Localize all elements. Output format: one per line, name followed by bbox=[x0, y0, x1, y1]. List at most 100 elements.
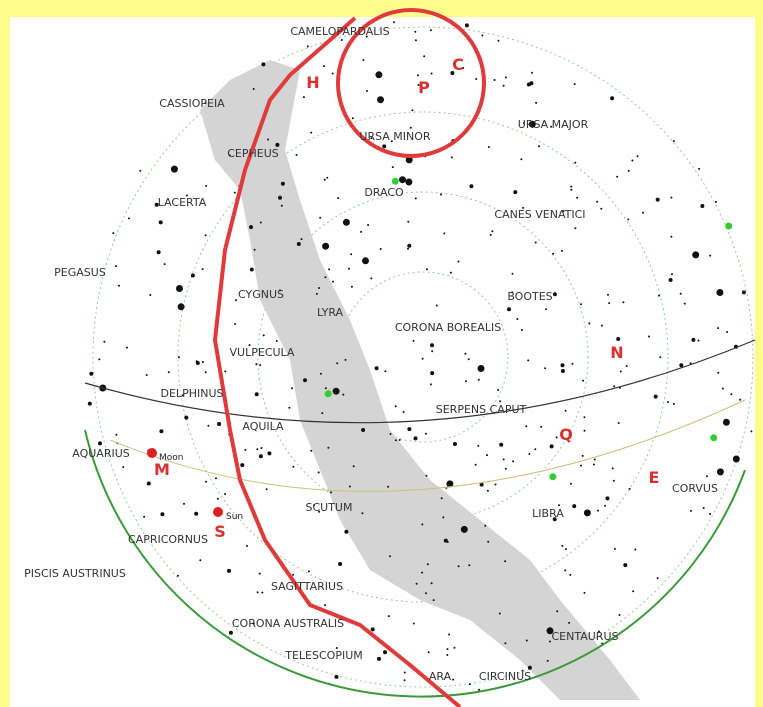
star bbox=[393, 21, 395, 23]
star bbox=[498, 40, 500, 42]
star bbox=[465, 23, 469, 27]
star bbox=[593, 464, 595, 466]
star bbox=[259, 573, 261, 575]
constellation-label: SAGITTARIUS bbox=[271, 580, 343, 593]
star bbox=[531, 72, 533, 74]
star bbox=[395, 405, 397, 407]
star bbox=[505, 468, 507, 470]
star bbox=[750, 430, 752, 432]
star bbox=[199, 559, 201, 561]
star bbox=[475, 464, 477, 466]
constellation-label: CORONA BOREALIS bbox=[395, 321, 501, 334]
star bbox=[440, 194, 442, 196]
star bbox=[499, 443, 503, 447]
star bbox=[535, 102, 537, 104]
star bbox=[367, 224, 369, 226]
star bbox=[570, 483, 572, 485]
star bbox=[139, 170, 141, 172]
star bbox=[318, 287, 320, 289]
star bbox=[717, 327, 719, 329]
star bbox=[168, 371, 170, 373]
star bbox=[606, 496, 610, 500]
star bbox=[584, 430, 586, 432]
body-label: Moon bbox=[159, 453, 183, 463]
star bbox=[588, 322, 590, 324]
star bbox=[667, 401, 669, 403]
star bbox=[370, 277, 372, 279]
star bbox=[596, 201, 598, 203]
star bbox=[550, 444, 554, 448]
constellation-label: AQUARIUS bbox=[72, 447, 130, 460]
star bbox=[614, 548, 616, 550]
star bbox=[448, 634, 450, 636]
star bbox=[553, 292, 557, 296]
star bbox=[118, 285, 120, 287]
star bbox=[326, 177, 328, 179]
star bbox=[627, 219, 629, 221]
star bbox=[350, 253, 352, 255]
star bbox=[296, 154, 298, 156]
star bbox=[690, 510, 692, 512]
star bbox=[637, 155, 639, 157]
star bbox=[576, 197, 578, 199]
star bbox=[634, 549, 636, 551]
star bbox=[487, 490, 489, 492]
star bbox=[147, 482, 151, 486]
constellation-label: AQUILA bbox=[242, 420, 284, 433]
star bbox=[371, 627, 375, 631]
star bbox=[680, 293, 682, 295]
star bbox=[556, 610, 558, 612]
star bbox=[259, 454, 263, 458]
star bbox=[538, 145, 540, 147]
constellation-label: SCUTUM bbox=[306, 501, 353, 514]
star bbox=[443, 232, 445, 234]
star bbox=[512, 273, 514, 275]
star bbox=[157, 250, 161, 254]
star bbox=[292, 466, 294, 468]
star bbox=[325, 390, 332, 397]
star bbox=[263, 334, 265, 336]
star bbox=[392, 166, 394, 168]
star bbox=[684, 303, 686, 305]
constellation-label: LIBRA bbox=[532, 507, 564, 520]
star bbox=[171, 166, 178, 173]
star bbox=[451, 156, 453, 158]
star bbox=[281, 205, 283, 207]
star bbox=[465, 380, 467, 382]
star bbox=[324, 604, 326, 606]
star bbox=[259, 364, 261, 366]
star bbox=[583, 416, 585, 418]
star bbox=[726, 331, 728, 333]
star bbox=[613, 385, 615, 387]
star bbox=[431, 73, 433, 75]
star bbox=[146, 374, 148, 376]
star bbox=[427, 563, 429, 565]
star bbox=[468, 564, 470, 566]
star bbox=[623, 563, 627, 567]
star bbox=[205, 481, 207, 483]
star-map: CAMELOPARDALISCASSIOPEIAURSA MINORURSA M… bbox=[0, 0, 763, 707]
star bbox=[700, 204, 704, 208]
star bbox=[574, 83, 576, 85]
star bbox=[301, 238, 303, 240]
star bbox=[461, 526, 468, 533]
star bbox=[520, 158, 522, 160]
star bbox=[234, 192, 236, 194]
star bbox=[453, 442, 457, 446]
star bbox=[495, 484, 497, 486]
star bbox=[527, 83, 531, 87]
star bbox=[622, 301, 624, 303]
star bbox=[561, 363, 565, 367]
star bbox=[654, 395, 658, 399]
star bbox=[343, 219, 350, 226]
star bbox=[337, 197, 339, 199]
marker-label: H bbox=[306, 73, 319, 92]
star bbox=[307, 45, 309, 47]
star bbox=[360, 231, 362, 233]
constellation-label: CAPRICORNUS bbox=[128, 533, 208, 546]
star bbox=[512, 460, 514, 462]
star bbox=[281, 182, 285, 186]
star bbox=[475, 78, 477, 80]
star bbox=[516, 318, 518, 320]
star bbox=[382, 144, 386, 148]
